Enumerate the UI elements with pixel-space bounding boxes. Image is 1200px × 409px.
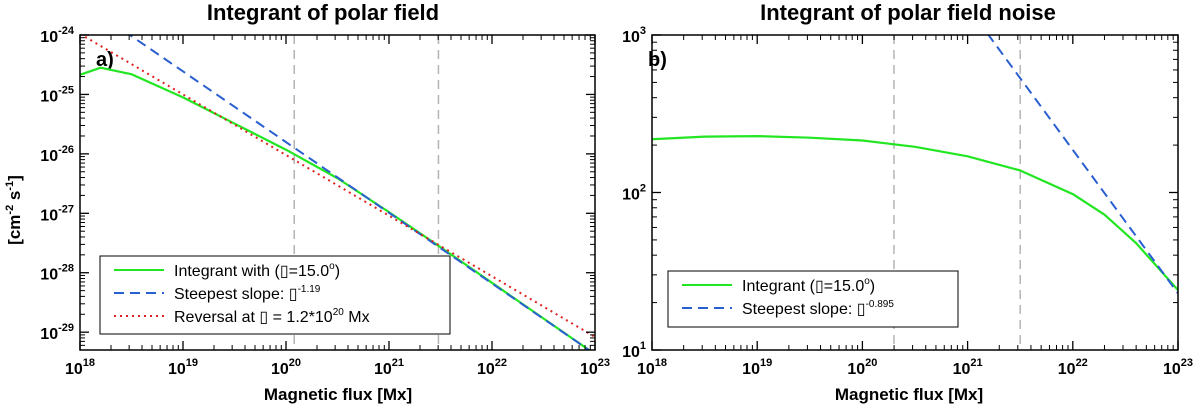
chart-a-xtick-label-0: 1018 [65, 357, 95, 378]
chart-b-legend-item-0: Integrant (▯=15.0o) [742, 276, 875, 295]
chart-a-ylabel-mid: s [5, 191, 24, 205]
chart-a-ytick-label-1: 10-25 [40, 84, 74, 105]
chart-a-panel-label: a) [96, 49, 114, 71]
chart-a-xtick-label-4: 1022 [477, 357, 507, 378]
chart-b-plot: 1018 1019 1020 1021 1022 1023 103 102 101 Integra… [622, 25, 1193, 378]
chart-b-xtick-label-1: 1019 [742, 357, 772, 378]
chart-b-xtick-label-0: 1018 [637, 357, 667, 378]
chart-a-plot: 1018 1019 1020 1021 1022 1023 10-24 10-25 10-26 1… [40, 25, 610, 378]
chart-a-ytick-label-4: 10-28 [40, 263, 74, 284]
chart-b-title: Integrant of polar field noise [760, 0, 1056, 25]
chart-a-ylabel-exp2: -1 [4, 181, 16, 191]
chart-b-ytick-label-1: 102 [622, 183, 646, 204]
chart-b-ytick-label-0: 103 [622, 25, 646, 46]
chart-a-legend-item-0: Integrant with (▯=15.0o) [174, 261, 340, 280]
chart-a-ylabel-end: ] [5, 175, 24, 181]
chart-a-ylabel-base: [cm [5, 215, 24, 245]
chart-a-legend-item-1: Steepest slope: ▯-1.19 [174, 284, 321, 303]
chart-a-xlabel: Magnetic flux [Mx] [264, 385, 412, 404]
chart-b-xtick-label-4: 1022 [1058, 357, 1088, 378]
chart-b-ytick-label-2: 101 [622, 340, 646, 361]
chart-a-frame [79, 34, 596, 351]
chart-a-xtick-label-5: 1023 [580, 357, 610, 378]
chart-a-ytick-label-3: 10-27 [40, 203, 74, 224]
chart-b-legend-item-1: Steepest slope: ▯-0.895 [742, 299, 894, 318]
chart-a-xtick-label-2: 1020 [271, 357, 301, 378]
chart-a-ylabel-exp1: -2 [4, 205, 16, 215]
chart-a-xtick-label-1: 1019 [168, 357, 198, 378]
chart-b-xtick-label-5: 1023 [1163, 357, 1193, 378]
chart-a-ytick-label-5: 10-29 [40, 322, 74, 343]
chart-a-ytick-label-0: 10-24 [40, 25, 75, 46]
chart-b-xtick-label-3: 1021 [953, 357, 983, 378]
chart-a-legend-item-2: Reversal at ▯ = 1.2*1020 Mx [174, 307, 370, 326]
chart-b-xtick-label-2: 1020 [847, 357, 877, 378]
chart-b-series-1 [987, 35, 1178, 294]
chart-a-title: Integrant of polar field [207, 0, 439, 25]
chart-b-legend-box [667, 270, 959, 328]
chart-a-ytick-label-2: 10-26 [40, 144, 74, 165]
chart-b-series-0 [652, 135, 1178, 291]
chart-a-series-1 [128, 35, 591, 350]
chart-a-ylabel: [cm-2 s-1] [4, 175, 24, 245]
chart-a-xtick-label-3: 1021 [374, 357, 404, 378]
chart-b-xlabel: Magnetic flux [Mx] [835, 385, 983, 404]
chart-b-panel-label: b) [648, 49, 667, 71]
